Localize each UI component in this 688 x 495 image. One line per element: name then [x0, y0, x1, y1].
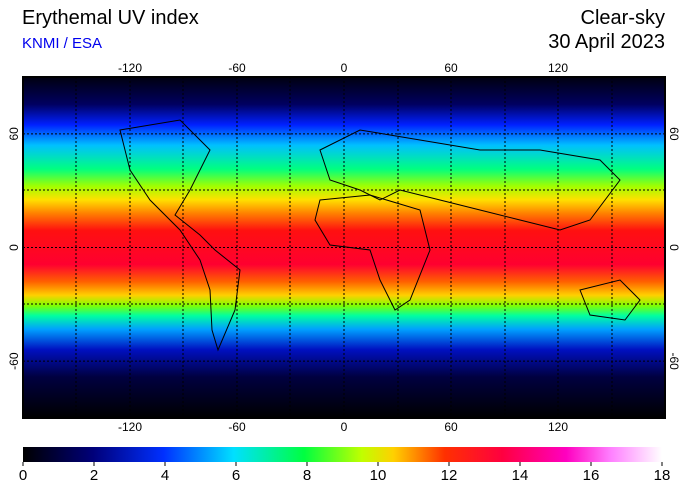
lat-label-right: 60 — [667, 127, 681, 141]
colorbar-label: 16 — [583, 467, 600, 484]
lon-label-bottom: -60 — [228, 420, 246, 434]
lat-label-left: 60 — [7, 127, 21, 141]
lon-label-bottom: 0 — [341, 420, 348, 434]
lon-label-top: 0 — [341, 61, 348, 75]
lon-label-top: 120 — [548, 61, 568, 75]
colorbar-label: 18 — [654, 467, 671, 484]
lat-label-left: -60 — [7, 352, 21, 370]
colorbar-label: 8 — [303, 467, 311, 484]
colorbar-label: 2 — [90, 467, 98, 484]
sky-type: Clear-sky — [581, 7, 665, 29]
date: 30 April 2023 — [548, 31, 665, 53]
source: KNMI / ESA — [22, 35, 102, 52]
lat-label-left: 0 — [7, 244, 21, 251]
colorbar — [23, 447, 662, 462]
lat-label-right: -60 — [667, 352, 681, 370]
colorbar-label: 0 — [19, 467, 27, 484]
colorbar-label: 12 — [441, 467, 458, 484]
colorbar-label: 4 — [161, 467, 169, 484]
map-frame — [22, 76, 666, 419]
grid — [23, 77, 665, 418]
lon-label-bottom: -120 — [118, 420, 142, 434]
colorbar-label: 6 — [232, 467, 240, 484]
colorbar-label: 14 — [512, 467, 529, 484]
lon-label-top: -120 — [118, 61, 142, 75]
lat-label-right: 0 — [667, 244, 681, 251]
lon-label-top: -60 — [228, 61, 246, 75]
colorbar-label: 10 — [370, 467, 387, 484]
title: Erythemal UV index — [22, 7, 199, 29]
lon-label-bottom: 120 — [548, 420, 568, 434]
lon-label-bottom: 60 — [444, 420, 458, 434]
coastlines — [119, 119, 641, 352]
lon-label-top: 60 — [444, 61, 458, 75]
